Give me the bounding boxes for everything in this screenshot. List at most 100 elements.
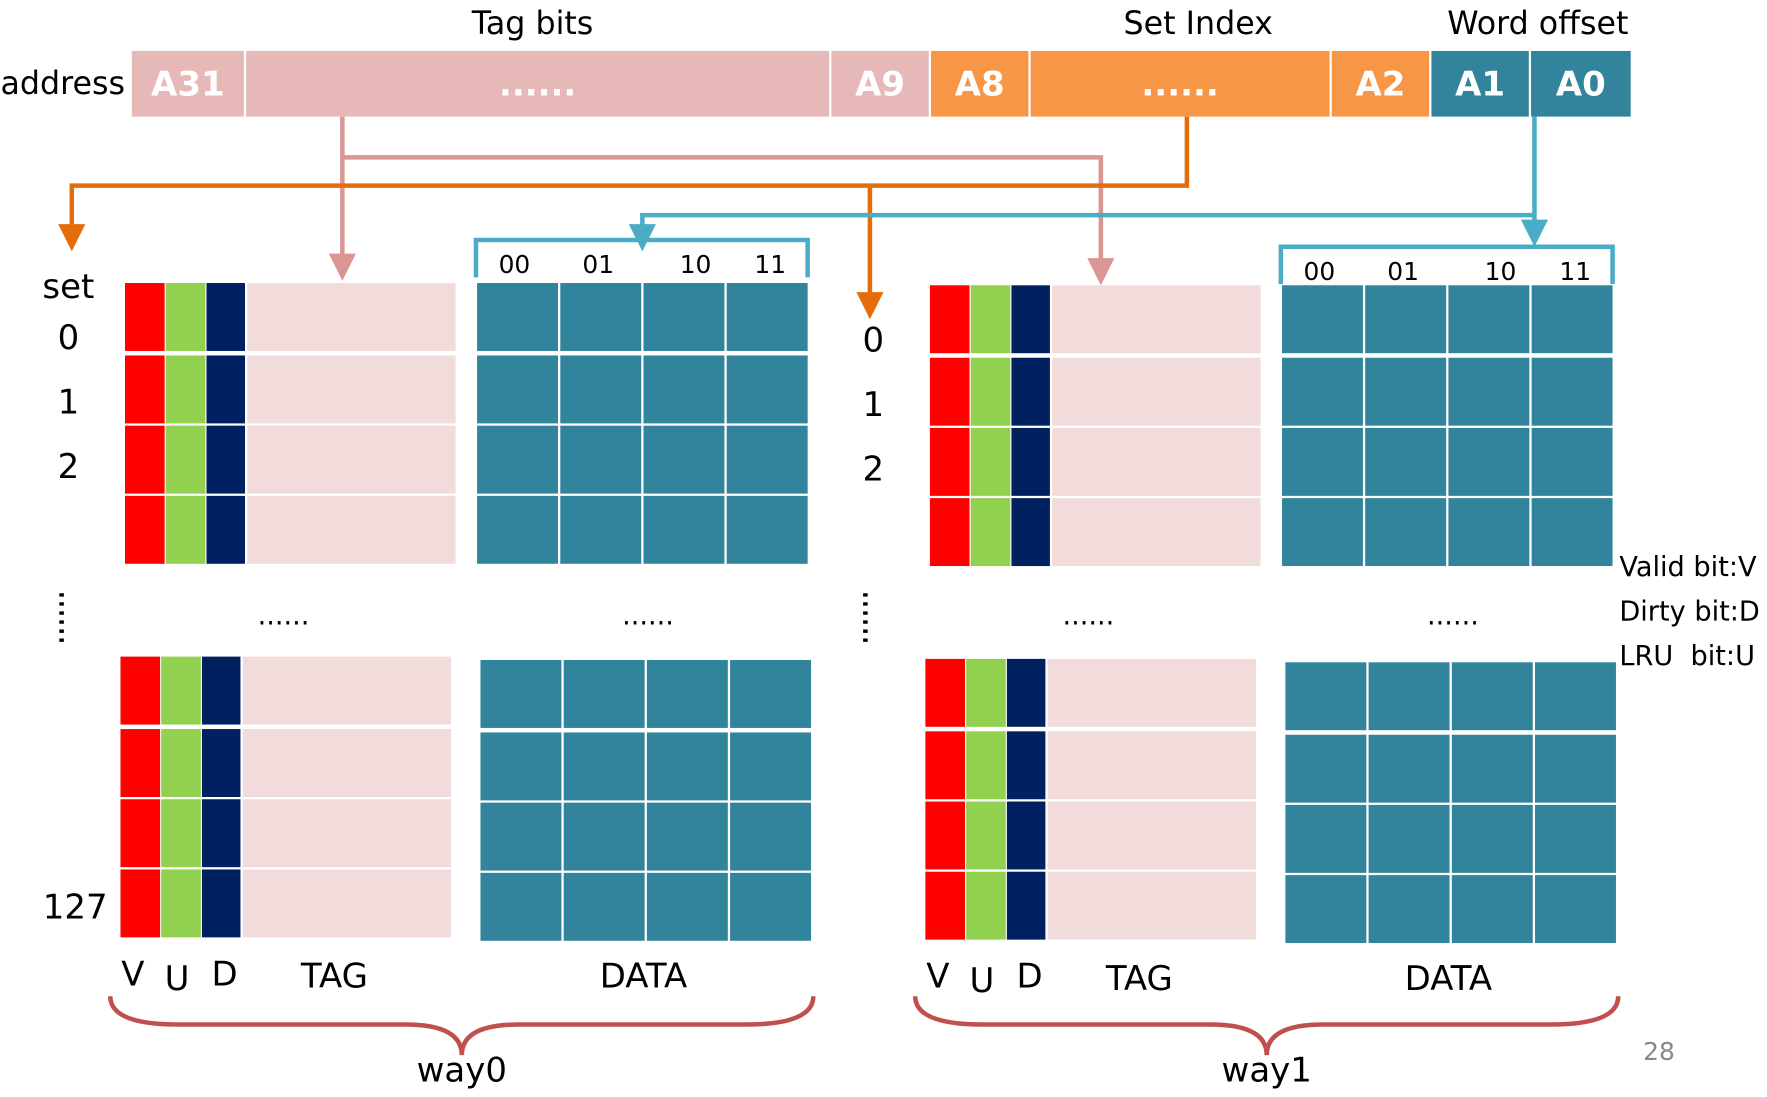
data-cell — [643, 355, 725, 424]
set-number: 1 — [58, 383, 80, 423]
offset-label: 10 — [680, 250, 712, 279]
tag-cell — [206, 495, 245, 564]
data-cell — [477, 283, 559, 351]
data-cell — [1285, 804, 1367, 873]
tag-cell — [165, 495, 206, 564]
address-field — [831, 50, 929, 117]
tag-cell — [201, 799, 241, 868]
data-cell — [1365, 357, 1447, 426]
legend-item: Dirty bit:D — [1619, 597, 1759, 628]
tag-cell — [966, 871, 1006, 940]
column-label: TAG — [1105, 959, 1173, 999]
tag-cell — [206, 283, 245, 351]
tag-cell — [242, 869, 452, 938]
field-label: A0 — [1556, 65, 1606, 105]
offset-label: 11 — [754, 250, 786, 279]
tag-cell — [1011, 427, 1050, 496]
brace — [912, 996, 1621, 1056]
tag-cell — [1011, 498, 1050, 567]
data-cell — [1448, 285, 1530, 354]
address-field — [1531, 50, 1631, 117]
tag-cell — [120, 729, 161, 797]
data-cell — [646, 802, 728, 871]
address-label: address — [0, 66, 125, 102]
set-number: 2 — [863, 449, 885, 489]
column-label: DATA — [1405, 959, 1492, 999]
field-label: A8 — [955, 65, 1005, 105]
arrow — [58, 116, 1190, 252]
offset-label: 01 — [582, 250, 614, 279]
set-number: 2 — [58, 447, 80, 487]
column-label: TAG — [300, 957, 368, 997]
way-label: way0 — [417, 1051, 507, 1091]
arrow — [628, 212, 1535, 252]
tag-cell — [161, 656, 201, 725]
tag-cell — [247, 425, 456, 494]
data-cell — [560, 355, 642, 424]
data-cell — [1281, 427, 1363, 496]
data-cell — [643, 495, 725, 564]
column-label: V — [121, 954, 144, 994]
tag-cell — [124, 355, 165, 424]
data-cell — [1448, 498, 1530, 567]
data-cell — [1535, 875, 1616, 944]
column-label: DATA — [600, 957, 687, 997]
tag-cell — [165, 283, 206, 351]
set-label: set — [42, 267, 94, 307]
field-label: A9 — [855, 65, 905, 105]
group-label: Word offset — [1447, 6, 1628, 42]
data-cell — [1535, 804, 1616, 873]
tag-cell — [247, 355, 456, 424]
data-cell — [563, 802, 645, 871]
data-cell — [726, 425, 808, 494]
arrows — [58, 116, 1549, 320]
column-label: U — [970, 961, 995, 1001]
data-cell — [1281, 498, 1363, 567]
tag-cell — [1006, 871, 1046, 940]
data-cell — [1531, 357, 1613, 426]
tag-cell — [1052, 285, 1261, 354]
tag-cell — [929, 427, 970, 496]
column-label: V — [926, 957, 949, 997]
legend-item: LRU bit:U — [1619, 641, 1755, 672]
data-cell — [1451, 875, 1533, 944]
tag-cell — [206, 425, 245, 494]
data-cell — [1531, 427, 1613, 496]
field-label: A31 — [151, 65, 225, 105]
address-field — [1431, 50, 1529, 117]
tag-cell — [1011, 285, 1050, 354]
data-cell — [646, 660, 728, 728]
tag-cell — [1047, 801, 1256, 870]
data-cell — [1535, 734, 1616, 803]
data-cell — [563, 872, 645, 941]
data-cell — [560, 495, 642, 564]
field-label: ...... — [499, 65, 576, 105]
data-cell — [730, 732, 812, 801]
tag-cell — [970, 427, 1011, 496]
tag-cell — [120, 869, 161, 938]
tag-cell — [1052, 357, 1261, 426]
address-field — [246, 50, 830, 117]
data-cell — [1368, 662, 1450, 731]
tag-cell — [966, 658, 1006, 727]
vertical-dots — [59, 593, 868, 648]
data-cell — [1531, 285, 1613, 354]
data-cell — [1368, 804, 1450, 873]
data-cell — [480, 802, 562, 871]
tag-cell — [161, 729, 201, 797]
data-cell — [480, 872, 562, 941]
tag-cell — [970, 357, 1011, 426]
data-cell — [726, 495, 808, 564]
data-cell — [730, 660, 812, 728]
data-cell — [1531, 498, 1613, 567]
tag-cell — [1047, 731, 1256, 800]
tag-cell — [165, 355, 206, 424]
tag-cell — [201, 656, 241, 725]
address-field — [131, 50, 244, 117]
tag-cell — [201, 869, 241, 938]
data-cell — [1368, 734, 1450, 803]
address-field — [931, 50, 1029, 117]
tag-cell — [970, 285, 1011, 354]
